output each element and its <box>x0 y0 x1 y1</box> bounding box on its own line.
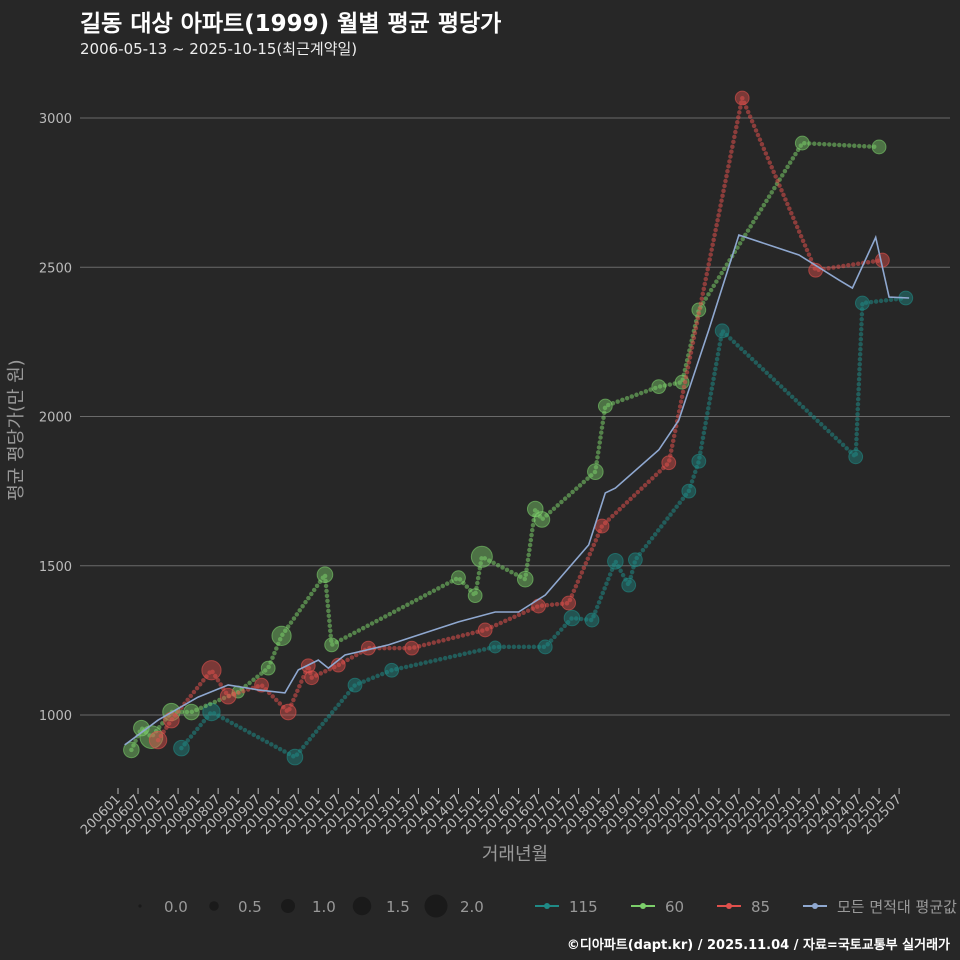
series-85-point <box>148 730 168 750</box>
series-115-point <box>384 662 400 678</box>
series-85-point <box>219 687 237 705</box>
y-tick-label: 1500 <box>39 560 72 575</box>
series-60-point <box>526 500 544 518</box>
size-legend-circle <box>138 904 142 908</box>
series-115-point <box>537 639 553 655</box>
series-60-point <box>316 566 334 584</box>
series-60-point <box>324 637 340 653</box>
average-line <box>124 233 910 746</box>
size-legend-circle <box>352 896 372 916</box>
series-60-point <box>533 511 551 528</box>
size-legend-label: 1.0 <box>312 898 336 916</box>
legend-label: 115 <box>569 898 598 916</box>
series-85-point <box>734 90 750 106</box>
series-85-point <box>201 660 222 681</box>
series-85-point <box>531 598 546 614</box>
series-85-point <box>561 595 577 611</box>
series-60-point <box>516 570 534 588</box>
size-legend-label: 0.0 <box>164 898 188 916</box>
series-60-point <box>651 379 667 395</box>
series-60-point <box>470 545 493 568</box>
y-tick-label: 2500 <box>39 261 72 276</box>
series-60-point <box>123 741 140 759</box>
series-60-point <box>467 588 483 603</box>
series-115-point <box>854 295 870 311</box>
series-115-point <box>347 677 363 693</box>
size-legend-label: 0.5 <box>238 898 262 916</box>
series-115-point <box>691 453 707 469</box>
series-85-point <box>661 455 677 471</box>
series-60-point <box>260 660 276 676</box>
series-60-point <box>133 719 150 737</box>
series-115-point <box>488 640 502 654</box>
x-axis-label: 거래년월 <box>482 844 548 865</box>
source-footer: ©디아파트(dapt.kr) / 2025.11.04 / 자료=국토교통부 실… <box>566 938 950 953</box>
series-60-point <box>451 570 466 586</box>
legend-key-dot <box>640 903 646 909</box>
size-legend-label: 2.0 <box>460 898 484 916</box>
series-115-point <box>714 323 730 339</box>
series-115-point <box>563 609 581 627</box>
series-60-point <box>794 135 810 151</box>
series-85-point <box>163 711 180 729</box>
size-legend-circle <box>281 899 295 913</box>
series-60-point <box>271 625 292 646</box>
series-60-point <box>183 703 200 721</box>
y-tick-label: 1000 <box>39 709 72 724</box>
size-legend-label: 1.5 <box>386 898 410 916</box>
legend-label: 60 <box>665 898 684 916</box>
size-legend-circle <box>209 901 219 911</box>
legend-key-dot <box>726 903 732 909</box>
series-115-point <box>607 552 624 570</box>
series-115-point <box>584 612 600 628</box>
series-60-point <box>871 139 887 155</box>
series-85-point <box>279 703 297 721</box>
legend-label: 85 <box>751 898 770 916</box>
series-60-connector <box>129 140 882 753</box>
series-115-point <box>286 748 304 766</box>
series-85-point <box>254 677 269 693</box>
y-tick-label: 2000 <box>39 411 72 426</box>
series-60-point <box>587 463 604 481</box>
series-115-point <box>681 483 697 499</box>
series-85-point <box>304 670 320 686</box>
size-legend-circle <box>424 894 448 918</box>
series-85-point <box>477 622 493 638</box>
series-85-connector <box>155 90 885 743</box>
y-axis-label: 평균 평당가(만 원) <box>6 359 27 500</box>
series-85-point <box>404 640 420 656</box>
series-115-point <box>173 739 190 757</box>
y-tick-label: 3000 <box>39 112 72 127</box>
chart-subtitle: 2006-05-13 ~ 2025-10-15(최근계약일) <box>80 40 358 58</box>
legend-key-dot <box>812 903 818 909</box>
chart-title: 길동 대상 아파트(1999) 월별 평균 평당가 <box>80 11 502 37</box>
series-115-point <box>621 577 637 593</box>
legend-label: 모든 면적대 평균값 <box>837 898 957 916</box>
series-60-point <box>597 398 613 414</box>
legend-key-dot <box>544 903 550 909</box>
series-115-connector <box>179 295 909 760</box>
series-115-point <box>627 552 643 568</box>
series-85-point <box>594 518 610 534</box>
series-115-point <box>848 449 864 465</box>
